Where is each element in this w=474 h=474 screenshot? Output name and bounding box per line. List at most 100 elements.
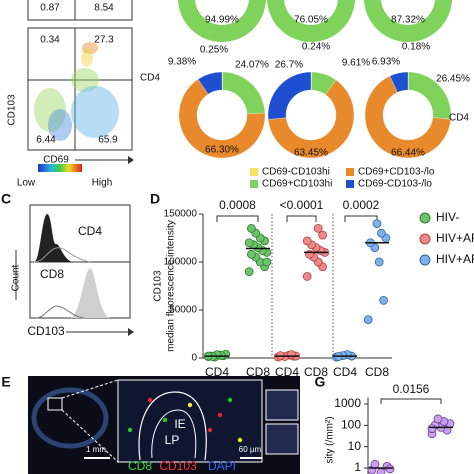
axis-label: CD103	[27, 324, 65, 338]
channel-label: CD103	[159, 459, 197, 473]
data-point	[385, 464, 395, 474]
axis-label: CD103	[153, 270, 164, 302]
data-point	[372, 219, 382, 229]
histogram-shape	[35, 305, 85, 319]
color-bar-label: High	[92, 178, 113, 189]
data-point	[374, 257, 384, 267]
legend-swatch	[346, 180, 354, 188]
roi-link	[61, 409, 119, 463]
significance-bracket	[286, 215, 317, 222]
tissue	[31, 387, 109, 449]
p-value: 0.0008	[219, 198, 256, 212]
data-point	[363, 315, 373, 325]
data-point	[370, 459, 380, 469]
value-label: 6.93%	[372, 57, 400, 68]
p-value: <0.0001	[280, 198, 324, 212]
value-label: 9.61%	[342, 58, 370, 69]
value-label: 66.44%	[391, 148, 425, 159]
data-point	[244, 238, 254, 248]
x-tick-label: CD4	[333, 365, 357, 379]
legend-label: HIV+ART-	[436, 231, 474, 245]
value-label: 0.24%	[302, 42, 330, 53]
data-point	[376, 468, 386, 474]
zoom-inset	[265, 389, 299, 421]
histogram-shape	[33, 247, 91, 263]
donut-segment	[364, 0, 452, 42]
axis-arrow-head	[128, 328, 134, 336]
donut-segment	[222, 71, 266, 115]
x-tick-label: CD8	[304, 365, 328, 379]
density-blob	[34, 88, 66, 132]
population-label: CD4	[140, 73, 160, 84]
value-label: 26.45%	[436, 74, 470, 85]
panel-letter: D	[150, 191, 160, 207]
data-point	[286, 350, 296, 360]
quadrant-value: 8.54	[94, 3, 114, 14]
y-tick-label: 1000	[334, 396, 361, 410]
y-tick-label: 150000	[164, 209, 198, 220]
significance-bracket	[344, 215, 378, 222]
donut-segment	[178, 0, 266, 42]
density-blob	[82, 42, 98, 54]
data-point	[244, 267, 254, 277]
legend-swatch	[346, 168, 354, 176]
legend-label: CD69-CD103-/lo	[358, 179, 432, 190]
axis-label: CD69	[43, 155, 69, 166]
value-label: 0.25%	[200, 45, 228, 56]
legend-swatch	[250, 180, 258, 188]
y-tick-label: 10	[348, 439, 362, 453]
histogram-shape	[34, 214, 72, 262]
panel-letter: E	[1, 374, 10, 390]
value-label: 94.99%	[205, 15, 239, 26]
legend-swatch	[250, 168, 258, 176]
legend-marker	[419, 254, 431, 266]
density-blob	[81, 49, 93, 67]
scale-label: 1 mm	[86, 445, 106, 454]
value-label: 87.32%	[391, 15, 425, 26]
legend-label: CD69+CD103-/lo	[358, 167, 435, 178]
cell	[237, 437, 243, 443]
roi-box	[47, 397, 63, 411]
color-bar	[38, 164, 82, 172]
y-tick-label: 50000	[169, 305, 197, 316]
cell	[217, 412, 223, 418]
villus-outline	[151, 409, 197, 459]
p-value: 0.0156	[393, 382, 430, 396]
population-label: CD4	[449, 113, 469, 124]
cell	[147, 397, 153, 403]
donut-segment	[267, 0, 355, 42]
cell	[207, 427, 213, 433]
population-label: CD4	[78, 224, 102, 238]
channel-label: DAPI	[208, 459, 236, 473]
axis-arrow-head	[128, 156, 134, 164]
y-tick-label: 100	[341, 418, 361, 432]
channel-label: CD8	[128, 459, 152, 473]
color-bar-label: Low	[17, 178, 36, 189]
legend-label: CD69-CD103hi	[262, 167, 330, 178]
donut-segment	[197, 71, 223, 95]
density-blob	[71, 86, 119, 138]
axis-label: sity (/mm²)	[325, 416, 336, 463]
x-tick-label: CD4	[205, 365, 229, 379]
significance-bracket	[380, 398, 442, 404]
data-point	[427, 424, 437, 434]
donut-segment	[364, 75, 451, 159]
significance-bracket	[216, 215, 259, 222]
value-label: 76.05%	[294, 15, 328, 26]
legend-label: HIV+ART+	[436, 252, 474, 266]
data-point	[262, 257, 272, 267]
value-label: 0.18%	[402, 42, 430, 53]
cell	[162, 417, 168, 423]
x-tick-label: CD8	[246, 365, 270, 379]
zoom-inset	[265, 423, 299, 455]
y-tick-label: 100000	[164, 257, 198, 268]
quadrant-value: 27.3	[94, 35, 114, 46]
data-point	[246, 223, 256, 233]
y-tick-label: 0	[191, 353, 197, 364]
quadrant-value: 0.34	[40, 35, 60, 46]
legend-label: CD69+CD103hi	[262, 179, 332, 190]
density-blob	[48, 109, 72, 141]
quadrant-value: 0.87	[40, 3, 60, 14]
